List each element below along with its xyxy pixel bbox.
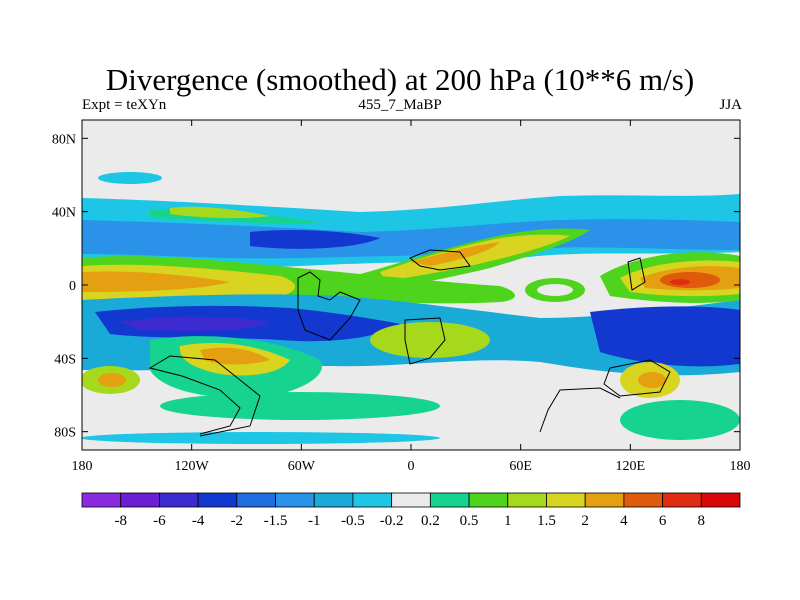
legend-swatch — [507, 492, 547, 508]
experiment-label: Expt = teXYn — [82, 97, 167, 113]
legend-swatch — [81, 492, 122, 508]
arctic-negative-patch-east — [645, 197, 735, 213]
season-label: JJA — [719, 97, 742, 113]
legend-swatch — [623, 492, 663, 508]
legend-swatch — [120, 492, 160, 508]
legend-swatch — [391, 492, 431, 508]
legend-swatch — [662, 492, 702, 508]
x-tick-label: 180 — [730, 459, 751, 474]
legend-swatch — [468, 492, 509, 508]
australia-positive-core — [638, 372, 666, 388]
case-label: 455_7_MaBP — [358, 97, 442, 113]
legend-label: 4 — [620, 513, 628, 529]
color-legend: -8 -6 -4 -2 -1.5 -1 -0.5 -0.2 0.2 0.5 1 1.5 2 4 6 8 — [81, 492, 741, 529]
x-tick-label: 60E — [509, 459, 532, 474]
southern-ocean-green-band — [160, 392, 440, 420]
north-pacific-positive-band — [170, 206, 270, 219]
legend-swatch — [236, 492, 276, 508]
south-pacific-orange — [200, 347, 270, 365]
legend-label: 1 — [504, 513, 512, 529]
indo-pacific-peak — [670, 279, 690, 285]
indo-pacific-maximum — [660, 272, 720, 288]
southern-ocean-green-band-east — [620, 400, 740, 440]
legend-label: -8 — [114, 513, 127, 529]
x-tick-label: 60W — [288, 459, 316, 474]
y-tick-label: 0 — [69, 279, 76, 294]
legend-label: -0.2 — [380, 513, 404, 529]
south-america-negative-core — [120, 316, 270, 332]
legend-label: 2 — [581, 513, 589, 529]
equatorial-positive-core — [82, 271, 230, 292]
x-tick-label: 120W — [175, 459, 210, 474]
indian-ocean-negative — [590, 306, 740, 367]
legend-swatch — [197, 492, 238, 508]
legend-swatch — [159, 492, 199, 508]
atlantic-ring-inner — [537, 284, 573, 296]
legend-swatch — [584, 492, 625, 508]
x-tick-label: 180 — [72, 459, 93, 474]
legend-label: -2 — [231, 513, 244, 529]
southern-ocean-negative-strip — [82, 432, 440, 444]
x-tick-label: 0 — [408, 459, 415, 474]
africa-asia-positive-band — [380, 234, 570, 280]
legend-swatch — [429, 492, 470, 508]
axes: 180 120W 60W 0 60E 120E 180 80N 40N 0 40S 80S — [52, 120, 751, 474]
legend-label: 0.5 — [460, 513, 479, 529]
south-atlantic-positive — [370, 322, 490, 358]
contour-field — [82, 120, 740, 450]
legend-label: -1 — [308, 513, 321, 529]
y-tick-label: 80S — [54, 426, 76, 441]
coastline-outlines — [148, 249, 671, 437]
legend-label: -1.5 — [264, 513, 288, 529]
x-tick-label: 120E — [616, 459, 646, 474]
legend-swatch — [313, 492, 354, 508]
north-atlantic-deep-negative — [250, 230, 380, 249]
legend-label: 8 — [698, 513, 706, 529]
y-tick-label: 40S — [54, 352, 76, 367]
legend-swatch — [352, 492, 393, 508]
arctic-negative-patch-west — [98, 172, 162, 184]
legend-swatch — [275, 492, 315, 508]
y-tick-label: 80N — [52, 132, 76, 147]
legend-label: 1.5 — [537, 513, 556, 529]
chart-title: Divergence (smoothed) at 200 hPa (10**6 … — [105, 62, 695, 97]
y-tick-label: 40N — [52, 206, 76, 221]
legend-label: -4 — [192, 513, 205, 529]
legend-label: -0.5 — [341, 513, 365, 529]
south-west-positive-core — [98, 373, 126, 387]
legend-label: -6 — [153, 513, 166, 529]
legend-swatch — [546, 492, 586, 508]
legend-swatch — [700, 492, 741, 508]
legend-label: 0.2 — [421, 513, 440, 529]
legend-label: 6 — [659, 513, 667, 529]
africa-asia-positive-core — [410, 242, 500, 266]
